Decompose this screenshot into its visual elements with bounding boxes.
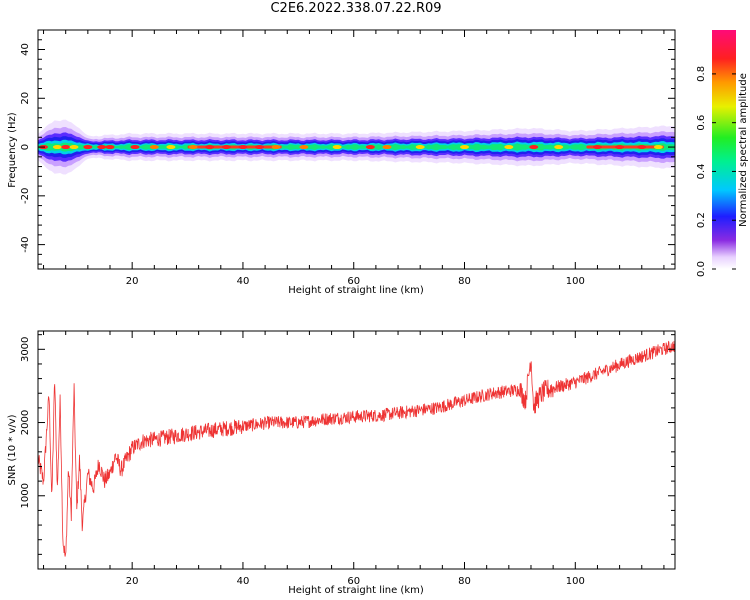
spectrogram-xlabel: Height of straight line (km) [288, 285, 424, 296]
band-hot-spot [105, 145, 115, 150]
spectrogram-ytick-label: 0 [20, 144, 31, 150]
colorbar-tick-label: 0.4 [696, 163, 707, 179]
colorbar-tick-label: 0.6 [696, 115, 707, 131]
spectrogram-xtick-label: 20 [126, 276, 139, 287]
band-hot-spot [299, 145, 309, 150]
spectrogram-xtick-label: 100 [566, 276, 585, 287]
spectrogram-frame [37, 29, 676, 270]
snr-series-line [38, 340, 675, 557]
band-hot-spot [504, 145, 514, 150]
band-hot-spot [365, 145, 375, 150]
band-hot-spot [61, 145, 71, 150]
band-hot-spot [637, 145, 647, 150]
colorbar-gradient [712, 30, 736, 269]
band-hot-spot [188, 145, 198, 150]
snr-xtick-label: 20 [126, 576, 139, 587]
snr-xlabel: Height of straight line (km) [288, 585, 424, 596]
band-hot-spot [149, 145, 159, 150]
spectrogram-ylabel: Frequency (Hz) [7, 112, 18, 188]
band-hot-spot [130, 145, 140, 150]
band-hot-spot [97, 145, 107, 150]
snr-ytick-label: 1000 [20, 483, 31, 508]
snr-ytick-label: 3000 [20, 337, 31, 362]
band-green [38, 142, 675, 152]
band-hot-spot [592, 145, 602, 150]
chart-title: C2E6.2022.338.07.22.R09 [270, 1, 442, 16]
colorbar-tick-label: 0.8 [696, 66, 707, 82]
spectrogram-xtick-label: 40 [237, 276, 250, 287]
band-hot-spot [83, 145, 93, 150]
colorbar-label: Normalized spectral amplitude [738, 73, 749, 227]
colorbar: 0.0 0.2 0.4 0.6 0.8 Normalized spectral ampl… [696, 30, 749, 277]
band-hot-spot [69, 145, 79, 150]
snr-ticks: 20 40 60 80 100 1000 2000 3000 [20, 331, 675, 587]
band-hot-spot [382, 145, 392, 150]
band-hot-spot [615, 145, 625, 150]
band-hot-spot [255, 145, 265, 150]
spectrogram-ytick-label: 20 [20, 92, 31, 105]
band-hot-spot [529, 145, 539, 150]
spectrogram-ticks: 20 40 60 80 100 -40 -20 0 20 40 [20, 29, 675, 287]
snr-frame [37, 330, 676, 570]
band-hot-spot [271, 145, 281, 150]
band-hot-streak [187, 145, 282, 149]
spectrogram-ytick-label: -40 [20, 236, 31, 252]
band-hot-spot [166, 145, 176, 150]
colorbar-tick-label: 0.0 [696, 261, 707, 277]
snr-xtick-label: 60 [347, 576, 360, 587]
band-hot-spot [332, 145, 342, 150]
band-hot-spot [52, 145, 62, 150]
colorbar-tick-label: 0.2 [696, 212, 707, 228]
snr-xtick-label: 40 [237, 576, 250, 587]
band-hot-spot [221, 145, 231, 150]
spectrogram-ytick-label: 40 [20, 43, 31, 56]
spectrogram-ytick-label: -20 [20, 188, 31, 204]
spectrogram-band [38, 119, 675, 175]
snr-ytick-label: 2000 [20, 410, 31, 435]
band-hot-spot [415, 145, 425, 150]
band-hot-spot [554, 145, 564, 150]
band-hot-spot [460, 145, 470, 150]
snr-panel: 20 40 60 80 100 1000 2000 3000 Height of straig… [7, 330, 676, 596]
spectrogram-xtick-label: 60 [347, 276, 360, 287]
snr-ylabel: SNR (10 * v/v) [7, 414, 18, 485]
band-hot-spot [653, 145, 663, 150]
snr-xtick-label: 100 [566, 576, 585, 587]
snr-xtick-label: 80 [458, 576, 471, 587]
colorbar-ticks: 0.0 0.2 0.4 0.6 0.8 [696, 66, 736, 277]
band-hot-spot [205, 145, 215, 150]
band-hot-spot [238, 145, 248, 150]
spectrogram-panel: 20 40 60 80 100 -40 -20 0 20 40 Height of straigh… [7, 29, 676, 296]
spectrogram-xtick-label: 80 [458, 276, 471, 287]
